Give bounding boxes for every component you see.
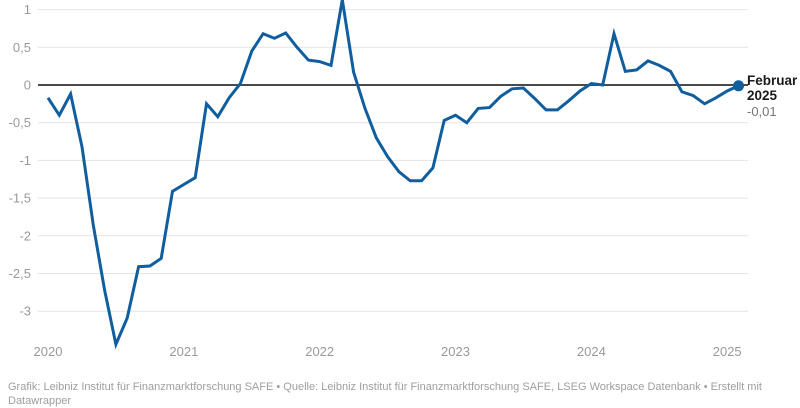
x-tick-label: 2022 [305, 344, 334, 359]
data-line [46, 0, 740, 350]
end-point-dot[interactable] [733, 80, 744, 92]
y-tick-label: -0,5 [9, 115, 31, 130]
x-tick-label: 2025 [713, 344, 742, 359]
y-tick-label: 1 [24, 2, 31, 17]
y-tick-label: 0,5 [13, 40, 31, 55]
x-tick-label: 2023 [441, 344, 470, 359]
y-tick-label: -2 [19, 228, 31, 243]
end-label-value: -0,01 [747, 104, 777, 119]
x-tick-label: 2020 [34, 344, 63, 359]
y-tick-label: -1 [19, 153, 31, 168]
end-label-month: Februar [747, 73, 798, 88]
end-point-label: Februar 2025 -0,01 [747, 73, 800, 119]
y-tick-label: 0 [24, 78, 31, 93]
y-tick-label: -1,5 [9, 191, 31, 206]
attribution-footer: Grafik: Leibniz Institut für Finanzmarkt… [8, 380, 794, 408]
y-tick-label: -3 [19, 304, 31, 319]
x-tick-label: 2024 [577, 344, 606, 359]
line-chart-canvas: 1 0,5 0 -0,5 -1 -1,5 -2 -2,5 -3 2020 2021 2022 2023 2… [9, 0, 748, 359]
footer-line2: Datawrapper [8, 395, 71, 407]
end-label-year: 2025 [747, 88, 778, 103]
footer-line1: Grafik: Leibniz Institut für Finanzmarkt… [8, 381, 762, 393]
x-tick-label: 2021 [169, 344, 198, 359]
y-tick-label: -2,5 [9, 266, 31, 281]
